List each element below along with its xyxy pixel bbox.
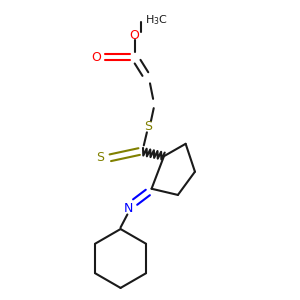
Text: H$_3$C: H$_3$C (145, 13, 168, 27)
Text: S: S (145, 120, 152, 133)
Text: S: S (96, 151, 104, 164)
Text: O: O (130, 29, 140, 42)
Text: O: O (91, 50, 101, 64)
Text: N: N (124, 202, 133, 215)
